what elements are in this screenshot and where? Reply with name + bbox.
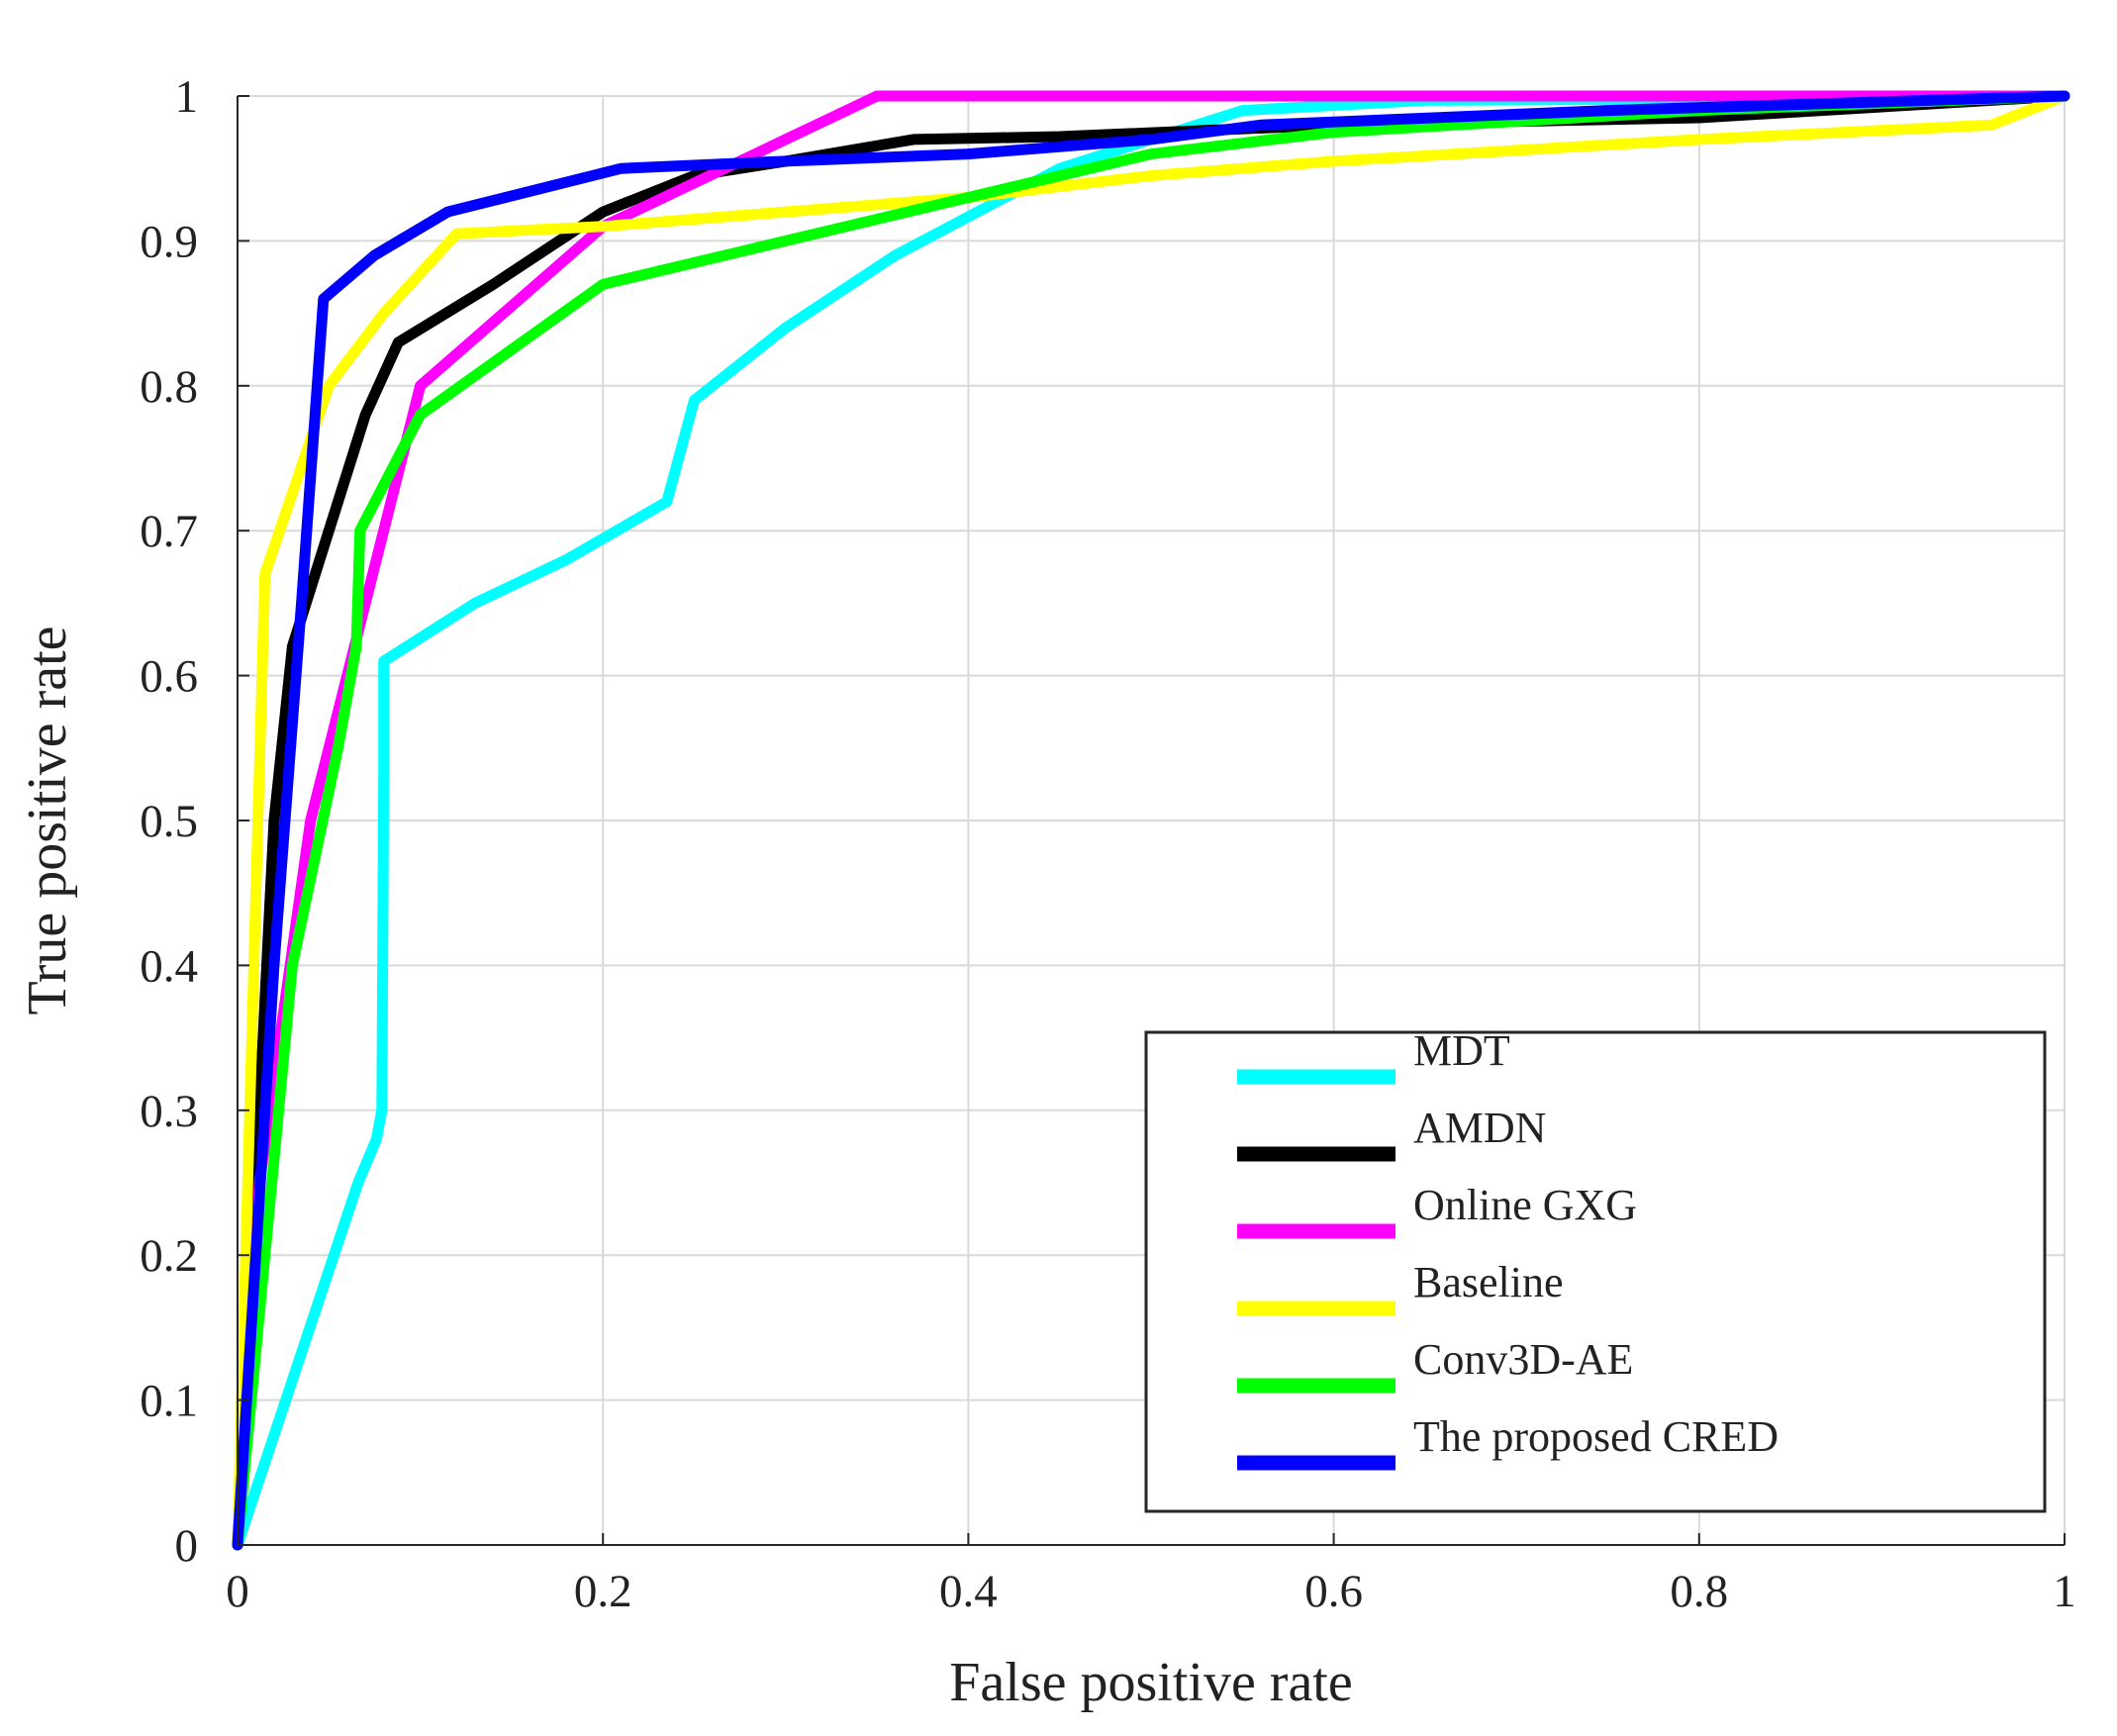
- legend-label: Online GXG: [1413, 1181, 1637, 1229]
- x-tick-label: 0.4: [939, 1566, 998, 1617]
- series-lines: [232, 90, 2070, 1551]
- y-axis-title: True positive rate: [17, 627, 78, 1015]
- x-tick-label: 0: [226, 1566, 249, 1617]
- y-tick-label: 0: [175, 1520, 199, 1572]
- tick-labels: 0 0.2 0.4 0.6 0.8 1 0 0.1 0.2 0.3 0.4 0.5 0.6 0.7 0.8 0…: [140, 71, 2076, 1617]
- x-tick-label: 0.6: [1304, 1566, 1363, 1617]
- y-tick-label: 0.5: [140, 796, 198, 847]
- legend-label: Baseline: [1413, 1258, 1564, 1306]
- y-tick-label: 0.7: [140, 506, 198, 557]
- x-axis-title: False positive rate: [949, 1652, 1352, 1713]
- y-tick-label: 0.6: [140, 651, 198, 703]
- y-tick-label: 0.9: [140, 216, 198, 267]
- axes: [237, 95, 2066, 1546]
- y-tick-label: 0.4: [140, 940, 198, 992]
- x-tick-label: 1: [2053, 1566, 2076, 1617]
- legend-box: [1144, 1030, 2047, 1513]
- y-tick-label: 1: [175, 71, 199, 123]
- y-tick-label: 0.3: [140, 1086, 198, 1137]
- y-tick-label: 0.1: [140, 1376, 198, 1427]
- series-line-5: [232, 90, 2070, 1551]
- x-tick-label: 0.8: [1670, 1566, 1728, 1617]
- series-line-4: [232, 90, 2070, 1551]
- series-line-1: [232, 90, 2070, 1551]
- y-tick-label: 0.8: [140, 361, 198, 413]
- x-tick-label: 0.2: [574, 1566, 632, 1617]
- series-line-6: [232, 90, 2070, 1551]
- legend-label: MDT: [1413, 1026, 1510, 1075]
- legend: MDT AMDN Online GXG Baseline Conv3D-AE The pr…: [1144, 1026, 2047, 1513]
- legend-label: Conv3D-AE: [1413, 1335, 1633, 1384]
- legend-label: AMDN: [1413, 1104, 1546, 1152]
- y-tick-label: 0.2: [140, 1230, 198, 1282]
- legend-label: The proposed CRED: [1413, 1412, 1779, 1461]
